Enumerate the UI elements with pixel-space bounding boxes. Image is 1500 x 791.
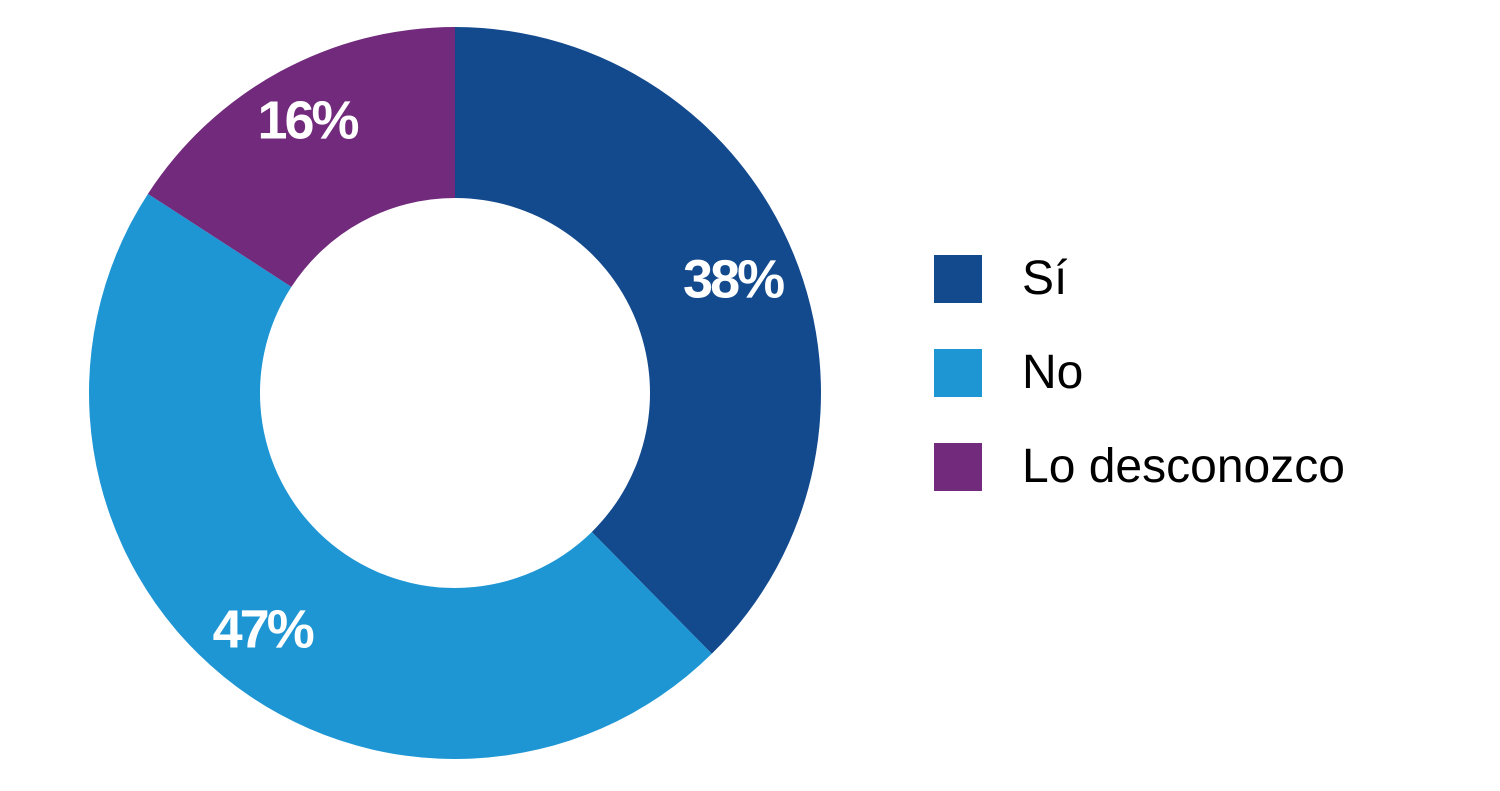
legend-item-no: No xyxy=(934,349,1345,397)
legend-swatch-lo-desconozco xyxy=(934,443,982,491)
legend-item-si: Sí xyxy=(934,255,1345,303)
slice-no xyxy=(89,193,712,759)
legend: Sí No Lo desconozco xyxy=(934,255,1345,537)
slice-label-lo-desconozco: 16% xyxy=(257,91,358,151)
legend-label-lo-desconozco: Lo desconozco xyxy=(1022,440,1345,493)
legend-label-si: Sí xyxy=(1022,252,1068,305)
legend-label-no: No xyxy=(1022,346,1084,399)
slice-si xyxy=(455,27,821,654)
legend-item-lo-desconozco: Lo desconozco xyxy=(934,443,1345,491)
legend-swatch-no xyxy=(934,349,982,397)
slice-label-si: 38% xyxy=(683,249,784,309)
legend-swatch-si xyxy=(934,255,982,303)
slice-label-no: 47% xyxy=(213,599,314,659)
donut-svg: 38% 47% 16% xyxy=(89,27,821,759)
slice-lo-desconozco xyxy=(147,27,455,287)
